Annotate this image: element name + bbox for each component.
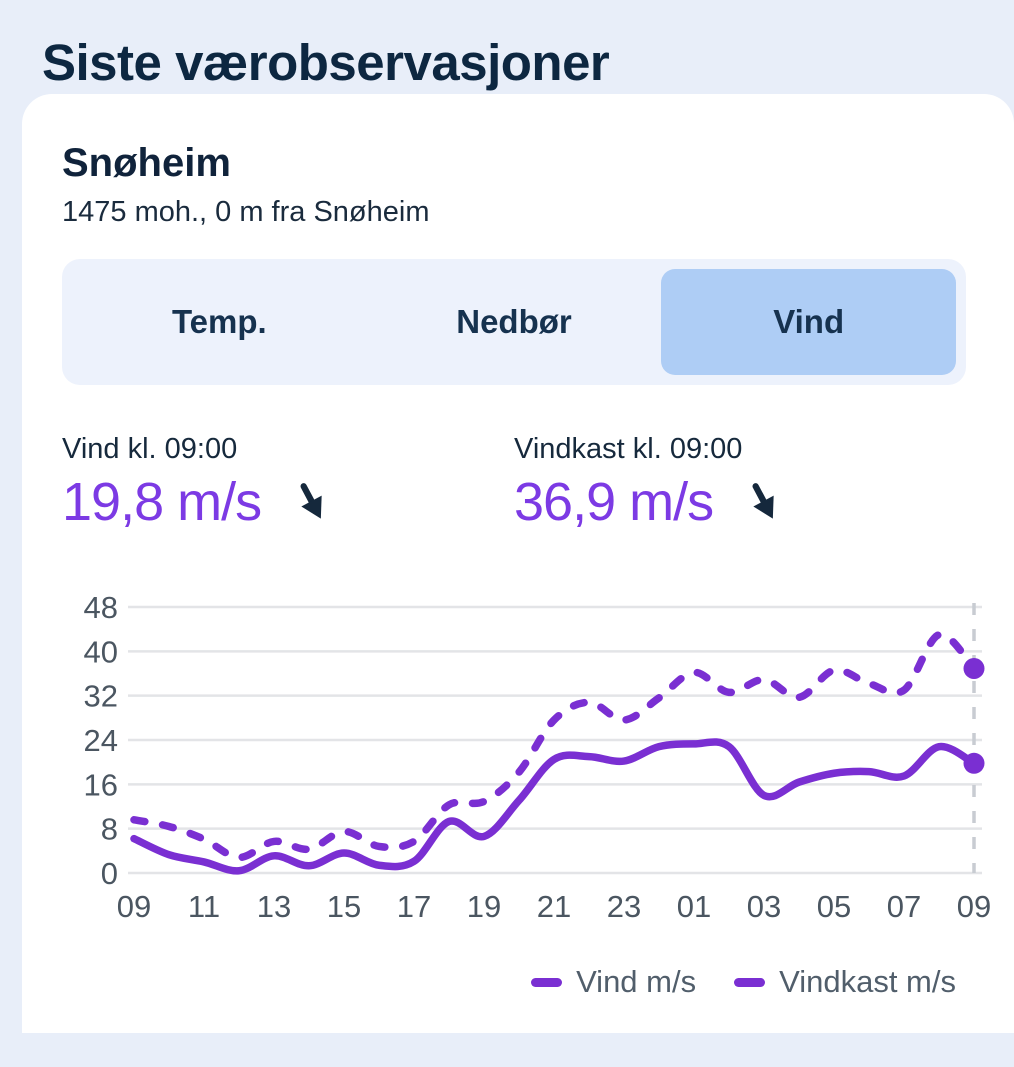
- gust-direction-arrow-icon: [752, 483, 774, 519]
- series-line-vind: [130, 738, 978, 875]
- x-tick-label: 03: [747, 889, 781, 924]
- tab-nedbor[interactable]: Nedbør: [367, 269, 662, 375]
- vind-legend-label: Vind m/s: [576, 964, 697, 999]
- x-tick-label: 19: [467, 889, 501, 924]
- latest-value-dot: [963, 658, 985, 680]
- legend-item-vind: Vind m/s: [531, 964, 696, 1000]
- x-tick-label: 11: [188, 889, 220, 924]
- vindkast-legend-dash-icon: [734, 977, 766, 987]
- station-meta: 1475 moh., 0 m fra Snøheim: [62, 196, 430, 228]
- x-tick-label: 09: [957, 889, 991, 924]
- y-tick-label: 24: [84, 723, 118, 758]
- x-tick-label: 13: [257, 889, 291, 924]
- wind-stat-label: Vind kl. 09:00: [62, 433, 238, 465]
- vindkast-legend-label: Vindkast m/s: [779, 964, 956, 999]
- wind-chart: 0 8 16 24 32 40 48 09 11 13 15 17 19 21 23 01 03 05 07 09: [62, 577, 992, 930]
- tab-vind[interactable]: Vind: [661, 269, 957, 375]
- wind-stat: Vind kl. 09:00 19,8 m/s: [62, 431, 514, 533]
- x-tick-label: 05: [817, 889, 851, 924]
- x-tick-label: 21: [537, 889, 571, 924]
- x-tick-label: 23: [607, 889, 641, 924]
- x-tick-label: 07: [887, 889, 921, 924]
- y-tick-label: 8: [101, 812, 118, 847]
- page-title: Siste værobservasjoner: [42, 34, 610, 91]
- chart-legend: Vind m/s Vindkast m/s: [62, 964, 984, 1000]
- gust-stat-label: Vindkast kl. 09:00: [514, 433, 743, 465]
- gust-stat: Vindkast kl. 09:00 36,9 m/s: [514, 431, 966, 533]
- vind-legend-dash-icon: [531, 977, 563, 987]
- observation-tabbar: Temp. Nedbør Vind: [62, 259, 966, 385]
- y-tick-label: 32: [84, 679, 118, 714]
- station-name: Snøheim: [62, 141, 231, 185]
- latest-value-dot: [963, 752, 985, 774]
- wind-stat-value: 19,8 m/s: [62, 472, 262, 532]
- series-line-vindkast: [130, 630, 978, 862]
- y-tick-label: 0: [101, 856, 118, 891]
- x-tick-label: 09: [117, 889, 151, 924]
- wind-direction-arrow-icon: [300, 483, 322, 519]
- legend-item-vindkast: Vindkast m/s: [734, 964, 956, 1000]
- current-wind-stats: Vind kl. 09:00 19,8 m/s Vindkast kl. 09:…: [62, 431, 984, 533]
- gust-stat-value: 36,9 m/s: [514, 472, 714, 532]
- tab-temp[interactable]: Temp.: [72, 269, 367, 375]
- wind-chart-svg: 0 8 16 24 32 40 48 09 11 13 15 17 19 21 23 01 03 05 07 09: [84, 590, 992, 924]
- x-tick-label: 01: [677, 889, 711, 924]
- x-tick-label: 15: [327, 889, 361, 924]
- page-header: Siste værobservasjoner: [0, 0, 1014, 94]
- y-tick-label: 16: [84, 767, 118, 802]
- weather-observation-card: Snøheim 1475 moh., 0 m fra Snøheim Temp.…: [22, 94, 1014, 1033]
- y-tick-label: 40: [84, 634, 118, 669]
- y-tick-label: 48: [84, 590, 118, 625]
- x-tick-label: 17: [397, 889, 431, 924]
